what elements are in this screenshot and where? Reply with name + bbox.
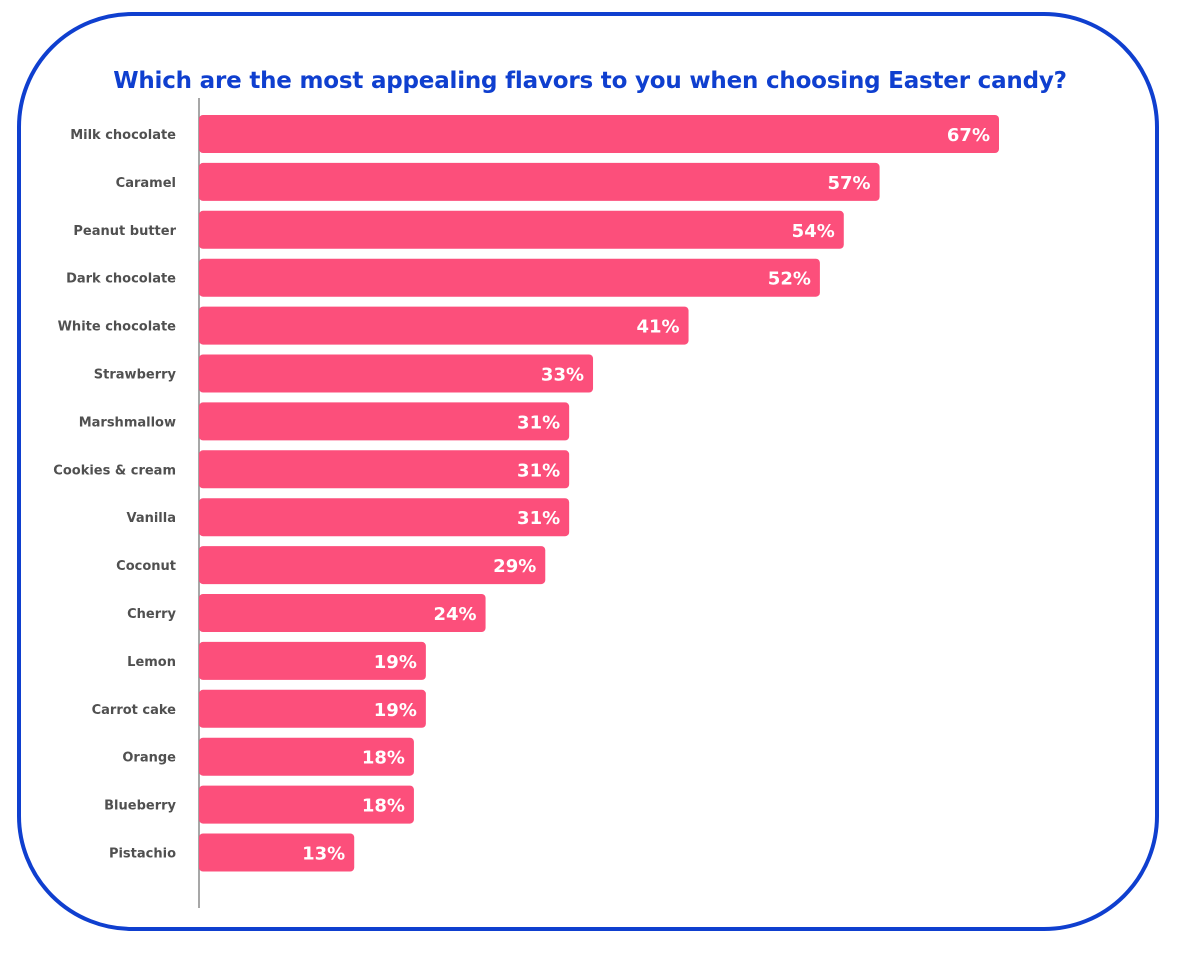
bar-dark-chocolate (199, 258, 820, 297)
category-label: Orange (122, 751, 176, 766)
bar-orange (199, 737, 414, 776)
value-label: 18% (362, 796, 405, 817)
bar-caramel (199, 162, 880, 201)
bar-cookies-cream (199, 450, 570, 489)
category-label: Vanilla (126, 511, 176, 526)
value-label: 52% (768, 269, 811, 290)
bar-carrot-cake (199, 689, 426, 728)
bar-strawberry (199, 354, 594, 393)
category-label: Coconut (116, 559, 176, 574)
category-label: Dark chocolate (66, 272, 176, 287)
category-label: Pistachio (109, 847, 176, 862)
category-label: Marshmallow (79, 415, 176, 430)
value-label: 57% (828, 173, 871, 194)
value-label: 31% (517, 412, 560, 433)
category-label: Blueberry (104, 799, 176, 814)
bar-milk-chocolate (199, 115, 999, 153)
category-label: Cookies & cream (53, 463, 176, 478)
value-label: 19% (374, 700, 417, 721)
bar-pistachio (199, 833, 355, 872)
value-label: 67% (947, 125, 990, 146)
category-label: Cherry (127, 607, 176, 622)
bar-marshmallow (199, 402, 570, 441)
value-label: 41% (636, 317, 679, 338)
value-label: 19% (374, 652, 417, 673)
category-label: Peanut butter (73, 224, 176, 239)
bar-vanilla (199, 498, 570, 537)
category-label: Lemon (127, 655, 176, 670)
category-label: Milk chocolate (70, 128, 176, 143)
bar-peanut-butter (199, 210, 844, 249)
bar-coconut (199, 546, 546, 585)
value-label: 33% (541, 365, 584, 386)
value-label: 13% (302, 844, 345, 865)
category-label: Carrot cake (92, 703, 177, 718)
bar-white-chocolate (199, 306, 689, 345)
value-label: 31% (517, 508, 560, 529)
value-label: 24% (433, 604, 476, 625)
bar-cherry (199, 594, 486, 632)
category-label: Caramel (116, 176, 176, 191)
category-label: White chocolate (58, 320, 177, 335)
value-label: 54% (792, 221, 835, 242)
bar-lemon (199, 641, 426, 680)
category-label: Strawberry (94, 368, 177, 383)
value-label: 29% (493, 556, 536, 577)
value-label: 31% (517, 460, 560, 481)
chart-title: Which are the most appealing flavors to … (113, 68, 1067, 94)
bar-blueberry (199, 785, 414, 824)
value-label: 18% (362, 748, 405, 769)
